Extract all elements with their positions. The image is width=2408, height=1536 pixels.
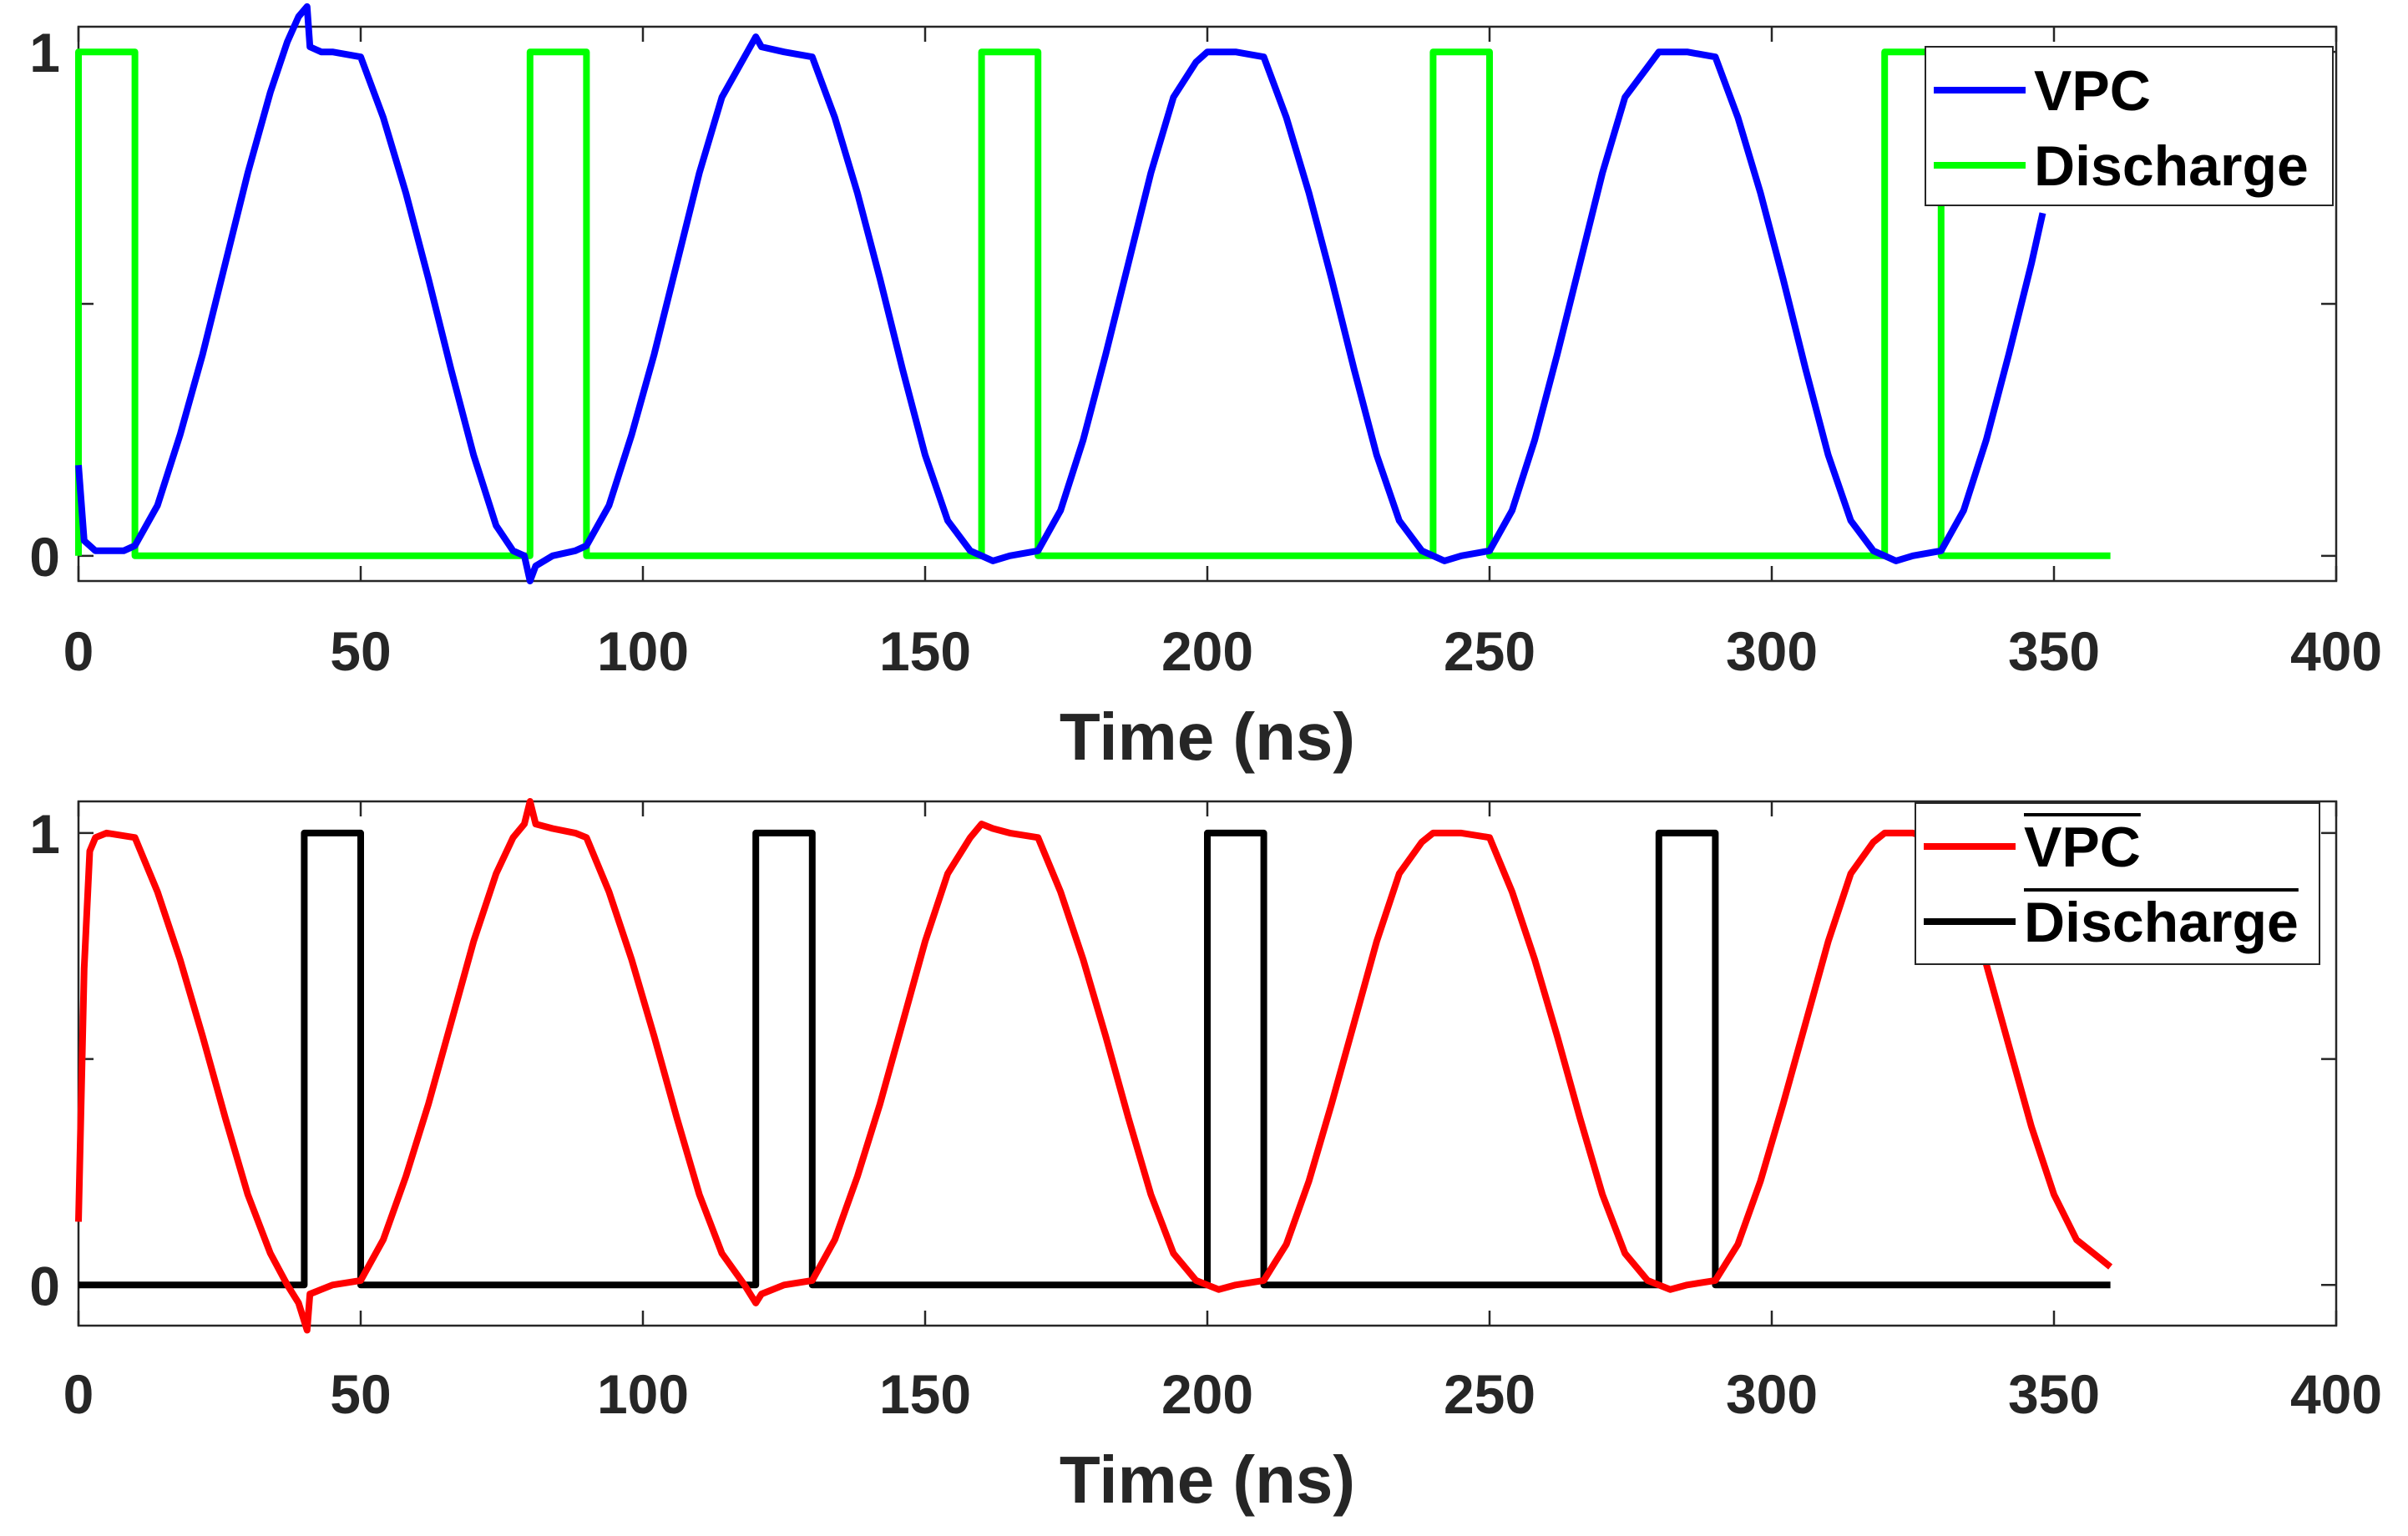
x-tick-label: 150 xyxy=(879,620,971,682)
y-tick-label: 0 xyxy=(29,1255,60,1316)
y-tick-label: 0 xyxy=(29,526,60,588)
x-tick-label: 200 xyxy=(1161,1363,1253,1425)
x-tick-label: 100 xyxy=(597,1363,689,1425)
x-tick-label: 400 xyxy=(2290,620,2382,682)
x-tick-label: 150 xyxy=(879,1363,971,1425)
x-tick-label: 250 xyxy=(1444,1363,1535,1425)
legend-label: Discharge xyxy=(2034,134,2309,198)
series-line-discharge xyxy=(75,48,2111,559)
x-tick-label: 300 xyxy=(1726,1363,1818,1425)
x-axis-label: Time (ns) xyxy=(1060,700,1355,774)
y-tick-label: 1 xyxy=(29,803,60,865)
x-tick-label: 350 xyxy=(2008,620,2100,682)
x-tick-label: 350 xyxy=(2008,1363,2100,1425)
x-tick-label: 100 xyxy=(597,620,689,682)
series-line-vpc xyxy=(75,798,2113,1334)
x-tick-label: 50 xyxy=(330,620,391,682)
legend-label: VPC xyxy=(2024,816,2141,879)
legend-label: Discharge xyxy=(2024,891,2299,954)
y-tick-label: 1 xyxy=(29,22,60,83)
x-tick-label: 250 xyxy=(1444,620,1535,682)
x-tick-label: 0 xyxy=(63,620,94,682)
x-tick-label: 50 xyxy=(330,1363,391,1425)
x-tick-label: 0 xyxy=(63,1363,94,1425)
series-line-vpc xyxy=(75,3,2046,584)
chart-1: 0 50 100 150 200 250 300 350 400 0 1 Time (ns) VPC Di… xyxy=(29,3,2382,774)
x-tick-label: 400 xyxy=(2290,1363,2382,1425)
series-line-discharge xyxy=(78,829,2111,1289)
legend-box xyxy=(1915,802,2320,965)
chart-2: 0 50 100 150 200 250 300 350 400 0 1 Time (ns) VPC Di… xyxy=(29,798,2382,1517)
x-tick-label: 200 xyxy=(1161,620,1253,682)
legend: VPC Discharge xyxy=(1915,802,2320,965)
legend-box xyxy=(1925,46,2334,206)
x-axis-label: Time (ns) xyxy=(1060,1443,1355,1517)
x-tick-label: 300 xyxy=(1726,620,1818,682)
legend: VPC Discharge xyxy=(1925,46,2334,206)
legend-label: VPC xyxy=(2034,59,2151,123)
